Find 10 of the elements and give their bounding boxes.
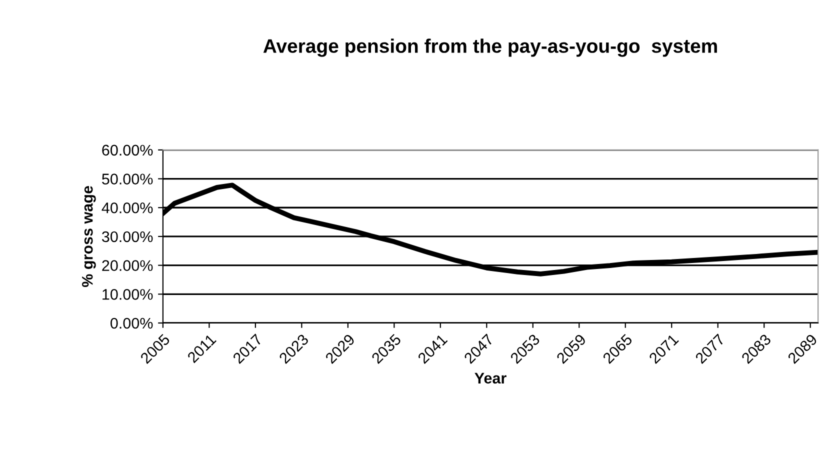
y-tick-label: 20.00% — [102, 260, 153, 271]
y-tick-label: 0.00% — [110, 318, 153, 329]
y-axis-title: % gross wage — [82, 186, 96, 288]
y-tick-label: 40.00% — [102, 202, 153, 214]
chart-title: Average pension from the pay-as-you-go system — [263, 38, 717, 57]
y-tick-label: 30.00% — [102, 231, 153, 242]
y-tick-label: 10.00% — [102, 289, 153, 300]
x-axis-title: Year — [474, 372, 506, 384]
y-tick-label: 50.00% — [102, 174, 153, 184]
y-tick-label: 60.00% — [102, 144, 153, 156]
